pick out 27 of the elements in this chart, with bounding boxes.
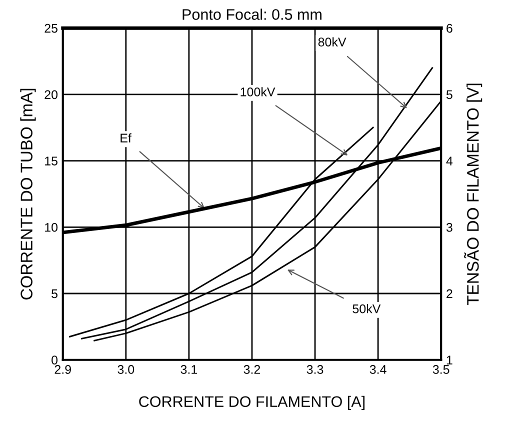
y2-tick-label: 5: [446, 90, 452, 100]
x-axis-title: CORRENTE DO FILAMENTO [A]: [139, 396, 364, 410]
chart-title: Ponto Focal: 0.5 mm: [182, 8, 322, 20]
x-tick-label: 3.0: [118, 365, 134, 374]
y2-tick-label: 3: [446, 222, 452, 232]
y-tick-label: 10: [45, 222, 58, 232]
annotation: 50kV: [352, 304, 381, 314]
x-tick-label: 3.3: [306, 365, 324, 374]
x-tick-label: 3.1: [180, 365, 198, 374]
annotation: Ef: [120, 133, 132, 142]
x-tick-label: 3.2: [244, 365, 260, 374]
annotation: 80kV: [318, 37, 346, 46]
y-tick-label: 5: [52, 289, 58, 298]
y-tick-label: 0: [52, 356, 58, 365]
y-tick-label: 20: [44, 90, 58, 100]
y-axis-title: CORRENTE DO TUBO [mA]: [20, 88, 36, 300]
y2-tick-label: 1: [446, 356, 452, 364]
y-tick-label: 15: [45, 156, 58, 166]
x-tick-label: 3.4: [370, 365, 386, 374]
y-tick-label: 25: [44, 24, 58, 33]
y2-tick-label: 2: [446, 289, 452, 298]
annotation: 100kV: [240, 87, 276, 96]
x-tick-label: 2.9: [54, 365, 71, 374]
y2-tick-label: 6: [446, 24, 452, 33]
y2-axis-title: TENSÃO DO FILAMENTO [V]: [464, 84, 482, 306]
y2-tick-label: 4: [446, 156, 453, 166]
x-tick-label: 3.5: [432, 365, 450, 374]
